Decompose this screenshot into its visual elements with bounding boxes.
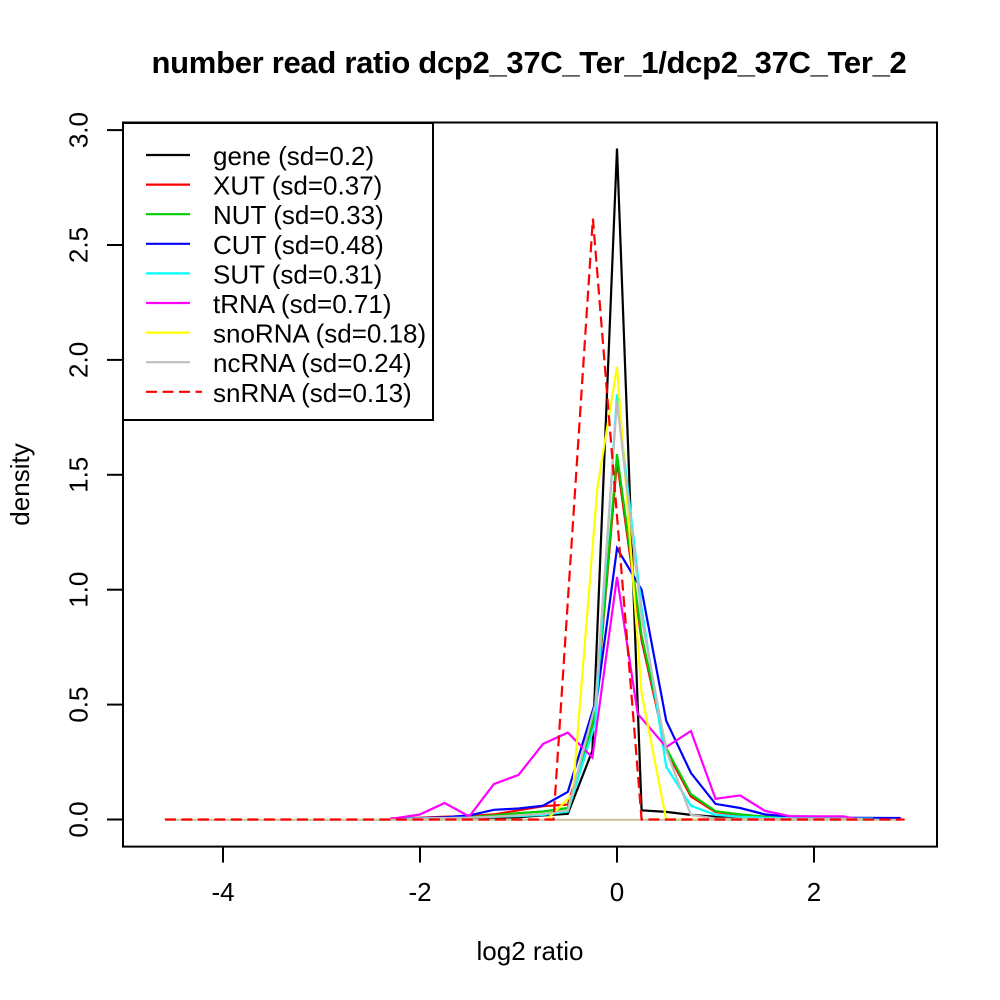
svg-text:density: density — [5, 443, 35, 525]
svg-text:2.0: 2.0 — [64, 342, 94, 378]
svg-text:1.0: 1.0 — [64, 572, 94, 608]
svg-text:1.5: 1.5 — [64, 457, 94, 493]
svg-text:SUT (sd=0.31): SUT (sd=0.31) — [213, 259, 382, 289]
svg-text:log2 ratio: log2 ratio — [477, 936, 584, 966]
svg-text:0: 0 — [610, 877, 624, 907]
svg-text:snoRNA (sd=0.18): snoRNA (sd=0.18) — [213, 319, 426, 349]
svg-text:2: 2 — [807, 877, 821, 907]
svg-text:number read ratio dcp2_37C_Ter: number read ratio dcp2_37C_Ter_1/dcp2_37… — [152, 45, 907, 80]
svg-text:tRNA (sd=0.71): tRNA (sd=0.71) — [213, 289, 391, 319]
svg-text:3.0: 3.0 — [64, 112, 94, 148]
svg-text:NUT (sd=0.33): NUT (sd=0.33) — [213, 200, 384, 230]
svg-text:ncRNA (sd=0.24): ncRNA (sd=0.24) — [213, 348, 412, 378]
svg-text:snRNA (sd=0.13): snRNA (sd=0.13) — [213, 378, 412, 408]
svg-text:2.5: 2.5 — [64, 227, 94, 263]
svg-text:-4: -4 — [211, 877, 234, 907]
svg-text:gene (sd=0.2): gene (sd=0.2) — [213, 141, 374, 171]
svg-text:0.5: 0.5 — [64, 687, 94, 723]
svg-text:XUT (sd=0.37): XUT (sd=0.37) — [213, 171, 382, 201]
svg-text:CUT (sd=0.48): CUT (sd=0.48) — [213, 230, 384, 260]
svg-text:0.0: 0.0 — [64, 801, 94, 837]
svg-text:-2: -2 — [408, 877, 431, 907]
